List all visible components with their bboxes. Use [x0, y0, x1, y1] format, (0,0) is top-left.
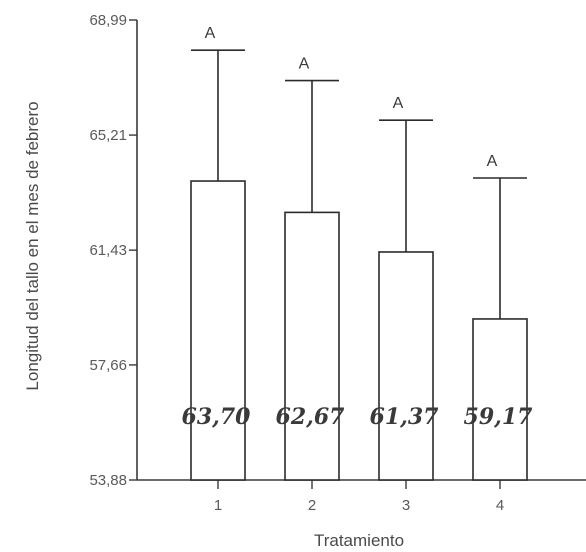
bar-1 — [190, 180, 246, 481]
x-axis-title: Tratamiento — [314, 531, 404, 550]
value-label: 61,37 — [370, 404, 440, 430]
y-tick-label: 65,21 — [89, 127, 127, 144]
y-tick-label: 53,88 — [89, 472, 127, 489]
y-tick-label: 61,43 — [89, 242, 127, 259]
x-tick-label: 2 — [308, 497, 316, 514]
bar-4 — [472, 318, 528, 481]
significance-letter: A — [299, 56, 310, 73]
bar-3 — [378, 251, 434, 481]
significance-letter: A — [205, 25, 216, 42]
significance-letter: A — [487, 153, 498, 170]
y-tick-label: 57,66 — [89, 357, 127, 374]
x-axis: 1 2 3 4 — [137, 479, 586, 514]
y-axis-title: Longitud del tallo en el mes de febrero — [23, 101, 42, 390]
x-tick-label: 1 — [214, 497, 222, 514]
significance-letter: A — [393, 95, 404, 112]
value-label: 59,17 — [464, 404, 534, 430]
x-tick-label: 3 — [402, 497, 410, 514]
bars: A 63,70 A 62,67 A 61,37 A 59,17 — [182, 25, 534, 481]
x-tick-label: 4 — [496, 497, 504, 514]
y-tick-label: 68,99 — [89, 12, 127, 29]
y-axis: 53,88 57,66 61,43 65,21 68,99 — [89, 12, 138, 489]
bar-2 — [284, 211, 340, 481]
value-label: 62,67 — [276, 404, 346, 430]
value-label: 63,70 — [182, 404, 252, 430]
